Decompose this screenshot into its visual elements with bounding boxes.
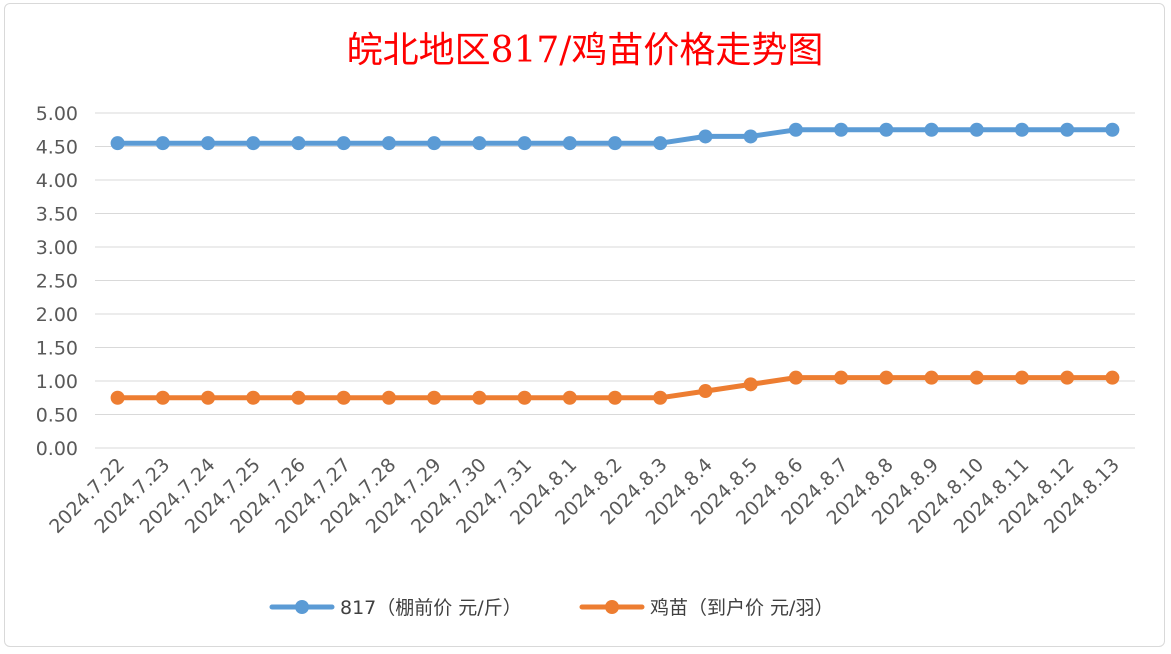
data-point [788, 370, 803, 385]
data-point [1014, 370, 1029, 385]
legend-swatch-marker [605, 600, 619, 614]
data-point [743, 377, 758, 392]
data-point [201, 136, 216, 151]
data-point [1060, 122, 1075, 137]
series-0 [110, 122, 1120, 151]
data-point [608, 390, 622, 405]
data-point [698, 384, 713, 399]
data-point [472, 136, 487, 151]
y-tick-label: 5.00 [36, 103, 78, 125]
data-point [381, 390, 396, 405]
data-point [1060, 370, 1075, 385]
data-point [653, 136, 668, 151]
data-point [291, 390, 306, 405]
series-layer [110, 122, 1120, 405]
data-point [788, 122, 803, 137]
data-point [427, 390, 442, 405]
data-point [155, 136, 170, 151]
y-tick-label: 0.00 [36, 438, 78, 460]
data-point [653, 390, 668, 405]
data-point [1105, 122, 1120, 137]
data-point [562, 390, 577, 405]
data-point [1105, 370, 1120, 385]
data-point [246, 390, 261, 405]
data-point [155, 390, 170, 405]
y-tick-label: 3.50 [36, 204, 78, 226]
legend-label: 鸡苗（到户价 元/羽） [650, 597, 833, 619]
legend-swatch-marker [295, 600, 309, 614]
data-point [291, 136, 306, 151]
y-tick-label: 4.00 [36, 170, 78, 192]
data-point [427, 136, 442, 151]
legend-label: 817（棚前价 元/斤） [340, 597, 522, 619]
data-point [924, 370, 939, 385]
x-axis-ticks: 2024.7.222024.7.232024.7.242024.7.252024… [45, 454, 1124, 538]
data-point [472, 390, 487, 405]
y-tick-label: 3.00 [36, 237, 78, 259]
data-point [1014, 122, 1029, 137]
data-point [110, 136, 125, 151]
chart-frame [4, 3, 1165, 647]
chart-title: 皖北地区817/鸡苗价格走势图 [347, 30, 824, 71]
y-tick-label: 1.50 [36, 338, 78, 360]
data-point [698, 129, 713, 144]
data-point [743, 129, 758, 144]
legend: 817（棚前价 元/斤） 鸡苗（到户价 元/羽） [269, 597, 833, 619]
data-point [336, 136, 351, 151]
data-point [969, 122, 984, 137]
data-point [924, 122, 939, 137]
data-point [110, 390, 125, 405]
y-tick-label: 1.00 [36, 371, 78, 393]
data-point [834, 370, 849, 385]
legend-item-1: 鸡苗（到户价 元/羽） [579, 597, 833, 619]
data-point [201, 390, 216, 405]
data-point [517, 136, 532, 151]
y-tick-label: 2.50 [36, 271, 78, 293]
y-tick-label: 4.50 [36, 137, 78, 159]
data-point [879, 370, 894, 385]
y-axis-ticks: 0.00 0.50 1.00 1.50 2.00 2.50 3.00 3.50 4.00 4.50… [36, 103, 78, 460]
data-point [608, 136, 622, 151]
data-point [246, 136, 261, 151]
data-point [336, 390, 351, 405]
data-point [969, 370, 984, 385]
data-point [562, 136, 577, 151]
series-1 [110, 370, 1120, 405]
y-tick-label: 2.00 [36, 304, 78, 326]
data-point [517, 390, 532, 405]
data-point [879, 122, 894, 137]
data-point [834, 122, 849, 137]
y-tick-label: 0.50 [36, 405, 78, 427]
legend-item-0: 817（棚前价 元/斤） [269, 597, 522, 619]
data-point [381, 136, 396, 151]
